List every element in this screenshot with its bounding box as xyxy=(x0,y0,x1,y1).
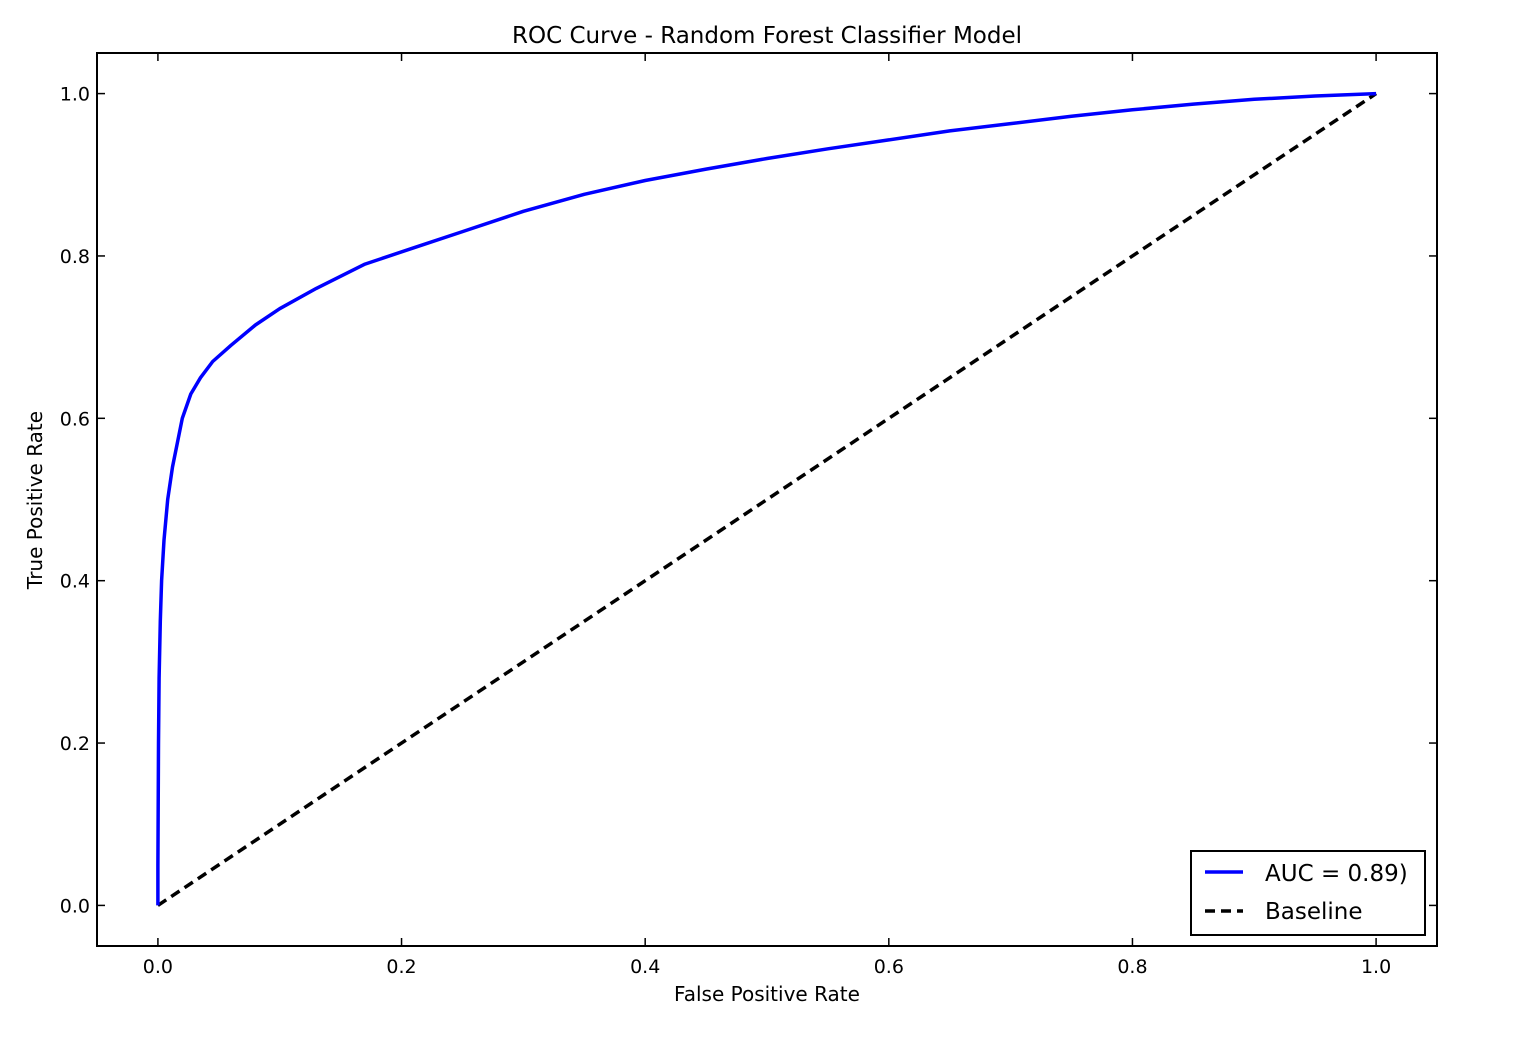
chart-title: ROC Curve - Random Forest Classifier Mod… xyxy=(512,23,1022,49)
legend-label-roc-curve: AUC = 0.89) xyxy=(1265,861,1408,887)
x-tick-label: 0.0 xyxy=(143,956,173,978)
x-tick-label: 1.0 xyxy=(1361,956,1391,978)
x-tick-label: 0.4 xyxy=(630,956,660,978)
y-tick-label: 0.8 xyxy=(60,246,90,268)
legend-box xyxy=(1190,850,1426,936)
series-layer xyxy=(156,91,1378,907)
series-line-auc-0-89 xyxy=(156,91,1377,906)
series-line-baseline xyxy=(156,92,1378,907)
y-tick-label: 1.0 xyxy=(60,84,90,106)
x-tick-label: 0.8 xyxy=(1117,956,1147,978)
x-tick-label: 0.6 xyxy=(874,956,904,978)
y-tick-label: 0.4 xyxy=(60,571,90,593)
y-tick-label: 0.6 xyxy=(60,408,90,430)
y-tick-label: 0.2 xyxy=(60,733,90,755)
x-tick-label: 0.2 xyxy=(386,956,416,978)
x-axis-label: False Positive Rate xyxy=(674,982,860,1006)
plot-frame xyxy=(96,52,1438,947)
y-axis-label: True Positive Rate xyxy=(23,411,47,590)
y-tick-label: 0.0 xyxy=(60,895,90,917)
legend-label-baseline: Baseline xyxy=(1265,899,1363,925)
legend: AUC = 0.89) Baseline xyxy=(1190,850,1426,936)
ticks-layer: 0.0 0.2 0.4 0.6 0.8 1.0 0.0 0.2 0.4 0.6 0.8 1.0 xyxy=(60,53,1437,978)
